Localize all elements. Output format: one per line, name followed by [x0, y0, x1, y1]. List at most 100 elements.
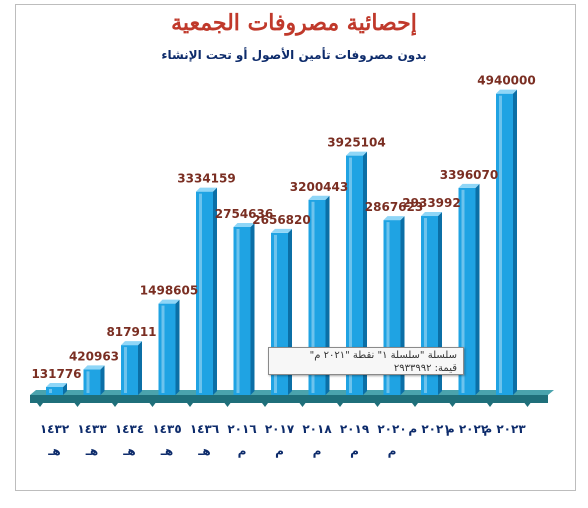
- bar[interactable]: [496, 89, 517, 395]
- bar-highlight: [386, 222, 390, 393]
- bar-value-label: 2933992: [402, 196, 460, 210]
- bar-side: [100, 365, 105, 395]
- floor-tick: [74, 403, 81, 407]
- x-tick-label: ٢٠١٨: [302, 422, 332, 436]
- x-tick-label: م: [388, 444, 397, 459]
- bar-front: [83, 369, 101, 395]
- x-tick-label: ١٤٣٤: [115, 422, 144, 436]
- bar-side: [63, 382, 67, 395]
- bar-value-label: 2754636: [215, 207, 273, 221]
- tooltip-series-line: سلسلة "سلسلة ١" نقطة "٢٠٢١ م": [309, 350, 457, 361]
- bar-value-label: 817911: [106, 325, 156, 339]
- x-tick-label: م: [313, 444, 322, 459]
- bar-value-label: 2656820: [252, 213, 310, 227]
- x-tick-label: ٢٠٢٢ م: [446, 422, 489, 437]
- bar-top: [83, 365, 105, 370]
- chart-title: إحصائية مصروفات الجمعية: [171, 10, 417, 36]
- floor-tick: [37, 403, 43, 407]
- x-tick-label: ٢٠١٦: [227, 422, 256, 436]
- x-tick-label: م: [238, 444, 247, 459]
- floor-tick: [412, 403, 418, 407]
- x-tick-label: ٢٠١٧: [265, 422, 295, 436]
- x-tick-label: م: [275, 444, 284, 459]
- bar-top: [233, 222, 255, 227]
- x-tick-label: هـ: [122, 444, 135, 458]
- bar[interactable]: [46, 382, 67, 395]
- bar-side: [363, 151, 367, 395]
- bar-side: [213, 187, 217, 395]
- bar-front: [158, 303, 176, 395]
- chart-subtitle: بدون مصروفات تأمين الأصول أو تحت الإنشاء: [161, 48, 427, 62]
- x-tick-label: هـ: [160, 444, 173, 458]
- bar-value-label: 131776: [31, 367, 81, 381]
- value-labels-group: 1317764209638179111498605333415927546362…: [31, 74, 535, 381]
- floor-tick: [374, 403, 381, 407]
- bar-top: [196, 187, 217, 192]
- bar-highlight: [461, 189, 465, 393]
- bar[interactable]: [158, 299, 180, 395]
- bar-front: [196, 191, 213, 395]
- bar-highlight: [311, 201, 315, 393]
- chart-frame: [15, 4, 576, 491]
- floor-front: [30, 395, 548, 403]
- bar-top: [421, 212, 442, 217]
- bar-highlight: [86, 371, 90, 393]
- bar-highlight: [124, 347, 127, 393]
- bar-highlight: [274, 234, 277, 393]
- bar-front: [458, 187, 476, 395]
- bar-highlight: [236, 228, 240, 393]
- bar-top: [121, 341, 142, 346]
- bar-value-label: 3925104: [327, 136, 385, 150]
- x-tick-label: هـ: [197, 444, 210, 458]
- bar-highlight: [499, 95, 502, 393]
- bar-highlight: [161, 305, 165, 393]
- bar[interactable]: [308, 195, 330, 395]
- data-point-tooltip: سلسلة "سلسلة ١" نقطة "٢٠٢١ م" قيمة: ٢٩٣٣…: [268, 347, 464, 375]
- x-tick-label: ٢٠٢٣ م: [483, 422, 526, 437]
- floor-tick: [262, 403, 268, 407]
- x-tick-label: هـ: [47, 444, 60, 458]
- bar-top: [271, 228, 292, 233]
- floor-ticks: [37, 403, 531, 407]
- floor-tick: [337, 403, 343, 407]
- bar-side: [138, 341, 142, 395]
- bar-front: [233, 226, 251, 395]
- bar-side: [175, 299, 180, 395]
- bar-side: [475, 183, 480, 395]
- bar[interactable]: [83, 365, 105, 395]
- bar-front: [496, 93, 513, 395]
- bar[interactable]: [121, 341, 142, 395]
- floor-tick: [224, 403, 231, 407]
- bar-value-label: 3334159: [177, 172, 235, 186]
- bar-value-label: 420963: [69, 349, 119, 363]
- x-tick-label: ١٤٣٢: [40, 422, 70, 436]
- bar-top: [46, 382, 67, 387]
- bar-top: [158, 299, 180, 304]
- bar-highlight: [199, 193, 202, 393]
- bar[interactable]: [196, 187, 217, 395]
- bar-front: [121, 345, 138, 395]
- x-tick-label: ١٤٣٥: [152, 422, 181, 436]
- bar-top: [346, 151, 367, 156]
- floor-tick: [524, 403, 531, 407]
- x-tick-label: هـ: [85, 444, 98, 458]
- floor-tick: [149, 403, 156, 407]
- floor-tick: [187, 403, 193, 407]
- bar-front: [346, 155, 363, 395]
- x-tick-label: م: [350, 444, 359, 459]
- x-tick-label: ٢٠١٩: [340, 422, 370, 436]
- bar[interactable]: [233, 222, 255, 395]
- bar-highlight: [349, 157, 352, 393]
- bar-top: [496, 89, 517, 94]
- bar-value-label: 3200443: [290, 180, 348, 194]
- bar-highlight: [49, 388, 52, 393]
- bar[interactable]: [458, 183, 480, 395]
- bar-top: [308, 195, 330, 200]
- floor-tick: [487, 403, 493, 407]
- x-tick-label: ٢٠٢٠: [377, 422, 406, 436]
- bar-value-label: 4940000: [477, 74, 535, 88]
- floor-tick: [299, 403, 306, 407]
- bar-top: [383, 216, 405, 221]
- bar[interactable]: [346, 151, 367, 395]
- x-tick-label: ١٤٣٦: [190, 422, 219, 436]
